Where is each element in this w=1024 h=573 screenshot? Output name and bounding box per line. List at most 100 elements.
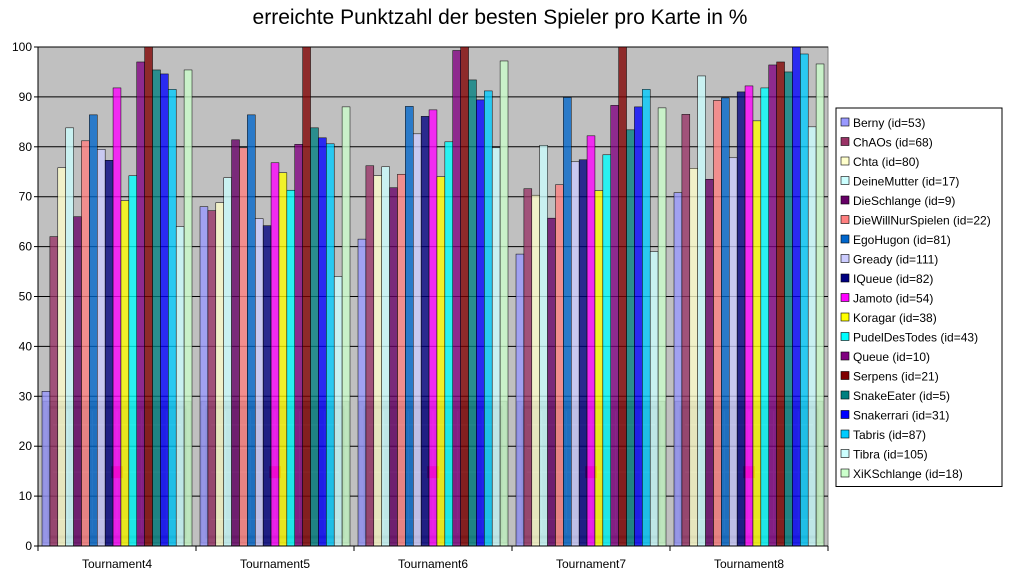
legend-swatch bbox=[840, 254, 850, 263]
legend-swatch bbox=[840, 156, 850, 166]
legend-swatch bbox=[840, 449, 850, 458]
bar bbox=[594, 190, 604, 547]
y-tick-label: 10 bbox=[19, 489, 33, 503]
legend-label: Koragar (id=38) bbox=[853, 311, 937, 325]
bar bbox=[175, 226, 185, 547]
x-tick-label: Tournament6 bbox=[398, 557, 468, 571]
bar bbox=[776, 61, 785, 547]
y-tick-label: 100 bbox=[12, 40, 32, 54]
bar bbox=[294, 144, 303, 547]
legend-swatch bbox=[840, 273, 850, 283]
legend-swatch bbox=[840, 410, 850, 419]
bar bbox=[563, 97, 572, 547]
bar bbox=[405, 106, 414, 547]
bar bbox=[112, 87, 122, 547]
legend-swatch bbox=[840, 390, 850, 400]
bar bbox=[302, 46, 311, 547]
legend-label: Serpens (id=21) bbox=[853, 370, 939, 384]
bar bbox=[721, 97, 730, 547]
bar bbox=[239, 147, 248, 547]
bar bbox=[523, 188, 533, 547]
y-tick-label: 70 bbox=[19, 190, 33, 204]
bar bbox=[326, 143, 335, 547]
bar bbox=[642, 89, 651, 547]
y-tick-label: 0 bbox=[25, 539, 32, 553]
bar bbox=[618, 46, 627, 547]
bar bbox=[649, 251, 659, 547]
legend-label: Gready (id=111) bbox=[853, 253, 938, 267]
bar bbox=[815, 63, 825, 547]
bar bbox=[278, 172, 288, 547]
legend-swatch bbox=[840, 176, 850, 185]
bar bbox=[413, 133, 422, 547]
legend-label: DieWillNurSpielen (id=22) bbox=[853, 214, 991, 228]
bar bbox=[468, 79, 477, 547]
legend-swatch bbox=[840, 293, 850, 302]
bar bbox=[136, 61, 145, 547]
bar bbox=[120, 200, 130, 547]
bar bbox=[760, 87, 769, 547]
bar bbox=[689, 168, 698, 547]
bar bbox=[255, 218, 264, 547]
bar bbox=[207, 210, 217, 547]
bar bbox=[65, 127, 74, 547]
bar bbox=[318, 137, 327, 547]
bar bbox=[270, 162, 280, 547]
bar bbox=[97, 149, 106, 547]
bar bbox=[81, 140, 90, 547]
bar bbox=[49, 236, 59, 547]
y-tick-label: 40 bbox=[19, 339, 33, 353]
bar bbox=[476, 99, 485, 547]
bar bbox=[444, 141, 453, 547]
y-tick-label: 90 bbox=[19, 90, 33, 104]
legend-swatch bbox=[840, 195, 850, 205]
y-tick-label: 80 bbox=[19, 140, 33, 154]
bar bbox=[183, 69, 193, 547]
bar bbox=[571, 161, 580, 547]
bar bbox=[223, 177, 232, 547]
bar bbox=[792, 46, 801, 547]
bar bbox=[657, 107, 667, 547]
bar bbox=[547, 217, 556, 547]
bar bbox=[428, 109, 438, 547]
bar bbox=[247, 114, 256, 547]
bar bbox=[736, 91, 746, 547]
bar bbox=[807, 126, 817, 547]
bar bbox=[484, 90, 493, 547]
legend-label: Berny (id=53) bbox=[853, 116, 925, 130]
bar bbox=[634, 106, 643, 547]
bar bbox=[499, 60, 509, 547]
bar bbox=[310, 127, 319, 547]
legend-swatch bbox=[840, 234, 850, 244]
bar bbox=[262, 225, 272, 547]
legend-swatch bbox=[840, 332, 850, 341]
legend-label: DieSchlange (id=9) bbox=[853, 194, 955, 208]
legend-swatch bbox=[840, 137, 850, 146]
bar bbox=[104, 160, 114, 547]
bar bbox=[602, 154, 611, 547]
bar bbox=[436, 176, 446, 547]
bar bbox=[199, 206, 209, 547]
bar bbox=[578, 159, 588, 547]
y-tick-label: 50 bbox=[19, 290, 33, 304]
bar bbox=[152, 69, 161, 547]
bar bbox=[365, 165, 375, 547]
x-tick-label: Tournament4 bbox=[82, 557, 152, 571]
bar bbox=[515, 253, 525, 547]
bar bbox=[713, 100, 722, 547]
bar bbox=[697, 75, 706, 547]
legend-swatch bbox=[840, 215, 850, 224]
legend-label: XiKSchlange (id=18) bbox=[853, 467, 963, 481]
bar bbox=[744, 85, 754, 547]
bar bbox=[89, 114, 98, 547]
legend-label: Chta (id=80) bbox=[853, 155, 919, 169]
bar bbox=[357, 238, 367, 547]
bar bbox=[705, 178, 714, 547]
legend-swatch bbox=[840, 117, 850, 127]
bar bbox=[673, 192, 683, 547]
legend-label: DeineMutter (id=17) bbox=[853, 175, 959, 189]
bar bbox=[128, 175, 137, 547]
bar bbox=[729, 157, 738, 547]
bar bbox=[286, 189, 295, 547]
bar bbox=[41, 391, 51, 547]
